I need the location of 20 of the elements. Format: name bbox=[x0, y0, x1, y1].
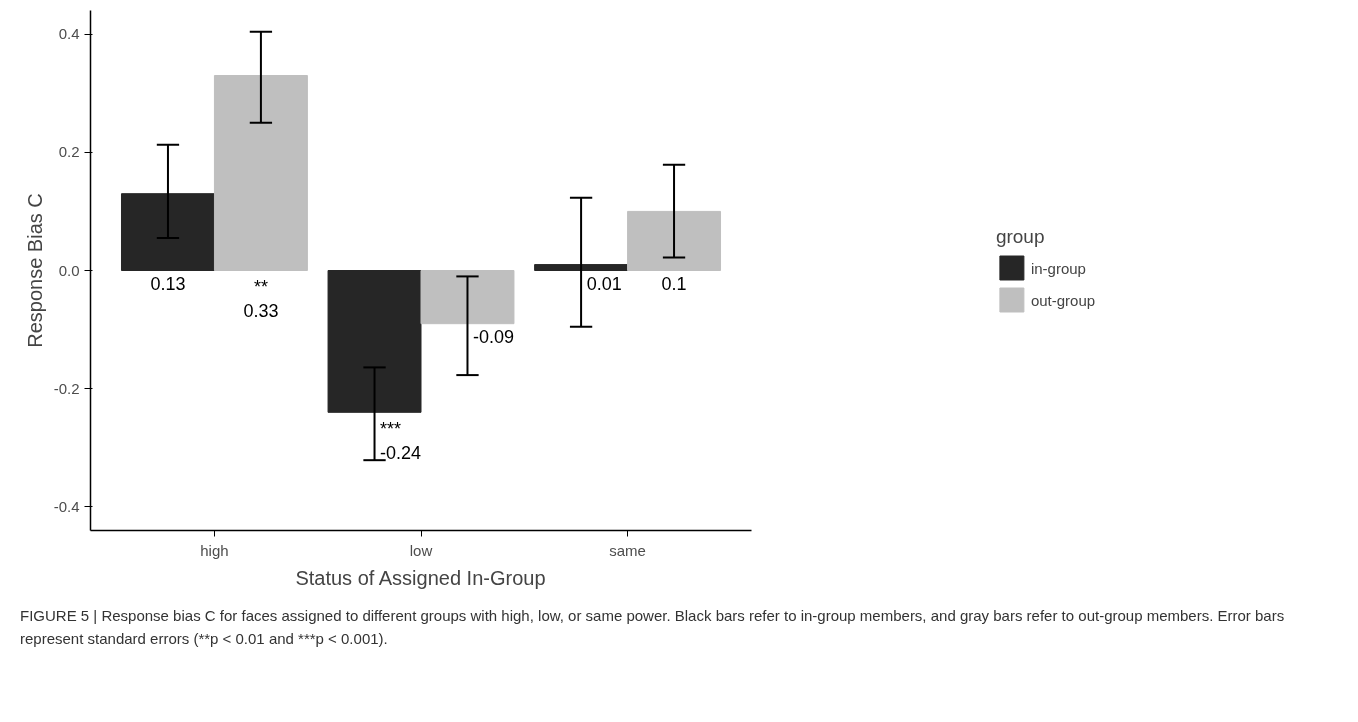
y-axis-title: Response Bias C bbox=[23, 193, 46, 348]
y-tick-label: 0.0 bbox=[58, 261, 80, 279]
y-tick-label: 0.4 bbox=[58, 25, 80, 43]
data-label: ** 0.33 bbox=[243, 276, 279, 321]
y-tick-label: 0.2 bbox=[58, 143, 80, 161]
x-axis-title: Status of Assigned In-Group bbox=[295, 566, 546, 589]
data-label: 0.01 bbox=[586, 273, 622, 294]
y-tick-label: -0.2 bbox=[53, 379, 80, 397]
data-label: 0.13 bbox=[150, 273, 186, 294]
data-label: -0.09 bbox=[473, 326, 515, 347]
data-label: *** -0.24 bbox=[380, 418, 422, 463]
legend-label: out-group bbox=[1030, 291, 1096, 308]
y-tick-label: -0.4 bbox=[53, 497, 80, 515]
caption: FIGURE 5 | Response bias C for faces assigned to different groups with high, low, or same power. Black bars refer to in-group members, and gray bars refer to out-group members. Error bars represent standard errors (**p < 0.01 and ***p < 0.001). bbox=[20, 606, 1286, 649]
legend-label: in-group bbox=[1030, 259, 1086, 276]
x-tick-label: same bbox=[609, 541, 646, 559]
legend-title: group bbox=[995, 225, 1046, 248]
data-label: 0.1 bbox=[661, 273, 687, 294]
x-tick-label: low bbox=[409, 541, 433, 559]
x-tick-label: high bbox=[200, 541, 229, 559]
